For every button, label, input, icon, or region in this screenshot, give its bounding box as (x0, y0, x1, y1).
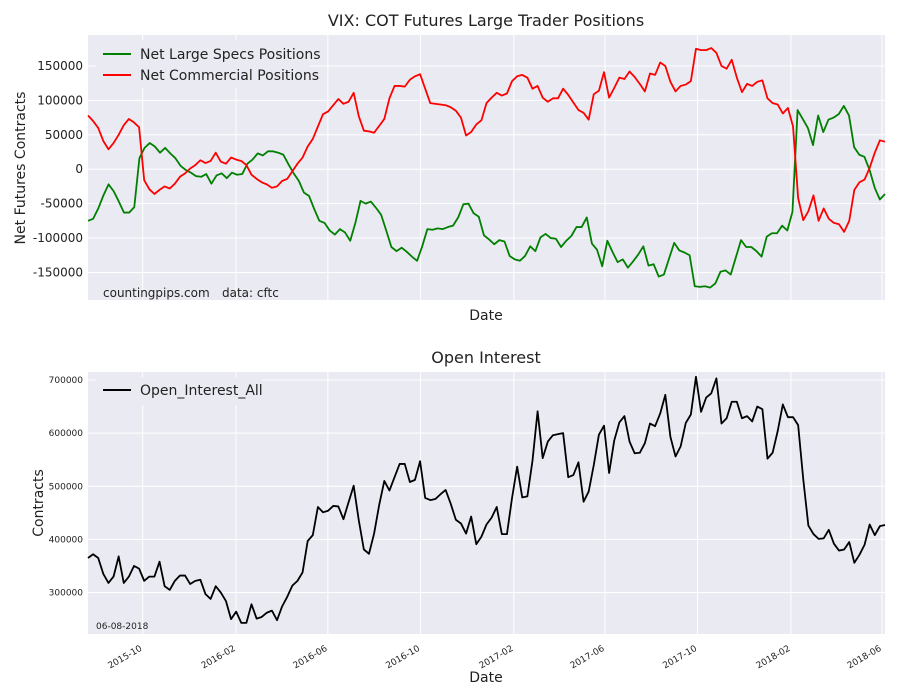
bottom-y-axis-label: Contracts (31, 469, 47, 537)
bottom-y-tick-label: 300000 (49, 589, 84, 599)
bottom-x-tick-label: 2015-10 (107, 644, 145, 672)
top-chart: -150000 -100000 -50000 0 50000 100000 150000 V… (13, 11, 886, 324)
top-x-axis-label: Date (469, 308, 502, 324)
series-line-open-interest (87, 375, 886, 624)
bottom-y-tick-label: 400000 (49, 535, 84, 545)
bottom-x-tick-label: 2016-10 (384, 644, 422, 672)
legend-label-commercial: Net Commercial Positions (140, 68, 319, 84)
series-line-net-commercial (87, 47, 886, 233)
bottom-x-tick-label: 2016-02 (200, 644, 238, 671)
top-y-tick-label: -50000 (40, 197, 83, 211)
bottom-plot-area (88, 372, 885, 634)
top-y-tick-label: 0 (75, 162, 83, 176)
bottom-y-tick-label: 600000 (49, 429, 84, 439)
top-y-axis-label: Net Futures Contracts (13, 92, 29, 245)
data-note: data: cftc (222, 286, 279, 300)
top-y-tick-label: 100000 (37, 93, 83, 107)
bottom-series-lines (87, 375, 886, 624)
top-y-tick-labels: -150000 -100000 -50000 0 50000 100000 150000 (33, 59, 83, 279)
bottom-x-tick-label: 2017-06 (569, 644, 607, 672)
bottom-x-tick-label: 2016-06 (292, 644, 330, 672)
bottom-x-tick-label: 2018-02 (755, 644, 793, 671)
top-legend-box (96, 40, 310, 88)
bottom-y-tick-labels: 300000 400000 500000 600000 700000 (49, 376, 84, 599)
top-chart-title: VIX: COT Futures Large Trader Positions (328, 11, 644, 30)
bottom-x-tick-labels: 2015-10 2016-02 2016-06 2016-10 2017-02 2017-… (107, 644, 884, 672)
bottom-x-tick-label: 2018-06 (846, 644, 884, 672)
legend-label-specs: Net Large Specs Positions (140, 47, 321, 63)
bottom-chart-title: Open Interest (431, 348, 540, 367)
bottom-y-tick-label: 700000 (49, 376, 84, 386)
top-legend: Net Large Specs Positions Net Commercial… (96, 40, 321, 88)
bottom-y-tick-label: 500000 (49, 482, 84, 492)
bottom-x-tick-label: 2017-10 (661, 644, 699, 672)
top-y-tick-label: 50000 (45, 128, 83, 142)
date-note: 06-08-2018 (96, 622, 149, 632)
top-y-tick-label: 150000 (37, 59, 83, 73)
top-series-lines (87, 47, 886, 289)
bottom-x-tick-label: 2017-02 (478, 644, 516, 671)
source-note: countingpips.com (103, 286, 210, 300)
legend-label-open-interest: Open_Interest_All (140, 383, 263, 399)
top-y-tick-label: -100000 (33, 231, 83, 245)
series-line-net-large-specs (87, 105, 886, 289)
top-y-tick-label: -150000 (33, 265, 83, 279)
bottom-x-axis-label: Date (469, 670, 502, 686)
bottom-legend: Open_Interest_All (96, 377, 263, 405)
